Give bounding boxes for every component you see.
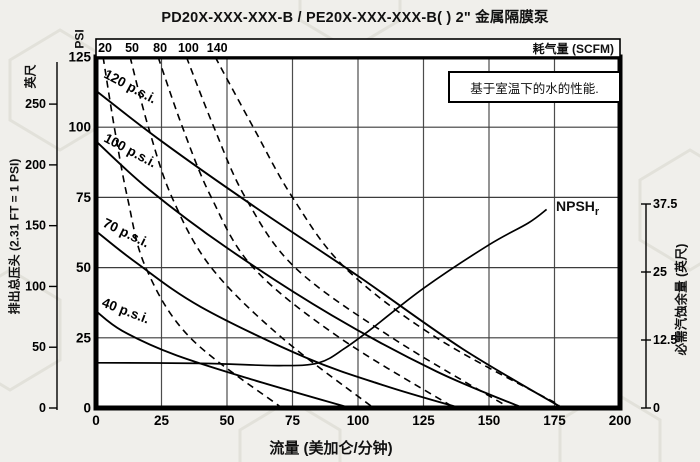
air-curve-50-scfm — [129, 56, 375, 409]
gridlines — [96, 57, 620, 408]
x-axis-label: 流量 (美加仑/分钟) — [269, 440, 393, 457]
svg-text:250: 250 — [25, 97, 46, 111]
svg-text:0: 0 — [653, 401, 660, 415]
air-curve-80-scfm — [157, 56, 456, 409]
pressure-curve-100psi — [95, 140, 524, 409]
y-axis-feet-label: 排出总压头 (2.31 FT = 1 PSI) — [7, 158, 22, 315]
pressure-curve-70psi — [95, 230, 461, 409]
svg-text:0: 0 — [83, 401, 91, 416]
svg-text:100: 100 — [178, 41, 199, 55]
air-curve-140-scfm — [214, 56, 561, 406]
svg-text:100: 100 — [347, 413, 370, 428]
svg-text:50: 50 — [32, 340, 46, 354]
y-axis-psi-unit-label: PSI — [72, 29, 87, 49]
svg-text:12.5: 12.5 — [653, 333, 677, 347]
note-box: 基于室温下的水的性能. — [448, 71, 621, 103]
svg-text:200: 200 — [609, 413, 632, 428]
svg-text:125: 125 — [412, 413, 435, 428]
npsh-curve-label-sub: r — [594, 205, 600, 218]
svg-text:20: 20 — [98, 41, 112, 55]
chart-title: PD20X-XXX-XXX-B / PE20X-XXX-XXX-B( ) 2" … — [161, 10, 549, 26]
air-axis-band: 20 50 80 100 140 — [95, 38, 621, 58]
svg-text:25: 25 — [154, 413, 170, 428]
svg-text:0: 0 — [92, 413, 100, 428]
air-consumption-curves — [102, 56, 561, 409]
discharge-pressure-curves — [95, 89, 563, 409]
npsh-curve-label-text: NPSH — [556, 198, 595, 214]
svg-text:25: 25 — [76, 330, 92, 345]
svg-text:25: 25 — [653, 265, 667, 279]
svg-text:200: 200 — [25, 158, 46, 172]
npsh-axis: 0 12.5 25 37.5 — [641, 197, 677, 415]
flow-tick-labels: 0 25 50 75 100 125 150 175 200 — [92, 413, 631, 428]
svg-text:75: 75 — [285, 413, 301, 428]
svg-text:80: 80 — [153, 41, 167, 55]
npsh-curve — [95, 208, 548, 367]
y-axis-npsh-label: 必需汽蚀余量 (英尺) — [674, 243, 689, 356]
svg-text:140: 140 — [207, 41, 228, 55]
air-curve-100-scfm — [185, 56, 511, 409]
svg-text:50: 50 — [219, 413, 234, 428]
svg-text:100: 100 — [68, 120, 91, 135]
svg-text:100: 100 — [25, 279, 46, 293]
svg-text:125: 125 — [68, 50, 91, 65]
pressure-curve-120psi — [95, 89, 563, 409]
air-axis-label: 耗气量 (SCFM) — [532, 42, 614, 56]
pressure-curve-40psi — [95, 310, 351, 409]
svg-text:50: 50 — [125, 41, 139, 55]
y-axis-feet-unit-label: 英尺 — [23, 64, 38, 89]
svg-text:150: 150 — [25, 219, 46, 233]
svg-text:175: 175 — [543, 413, 566, 428]
npsh-curve-label: NPSHr — [556, 198, 599, 218]
psi-tick-labels: 0 25 50 75 100 125 — [68, 50, 91, 416]
feet-axis: 0 50 100 150 200 250 — [25, 62, 58, 415]
svg-text:150: 150 — [478, 413, 501, 428]
svg-text:75: 75 — [76, 190, 92, 205]
svg-text:0: 0 — [39, 401, 46, 415]
svg-text:50: 50 — [76, 260, 91, 275]
svg-text:37.5: 37.5 — [653, 197, 677, 211]
